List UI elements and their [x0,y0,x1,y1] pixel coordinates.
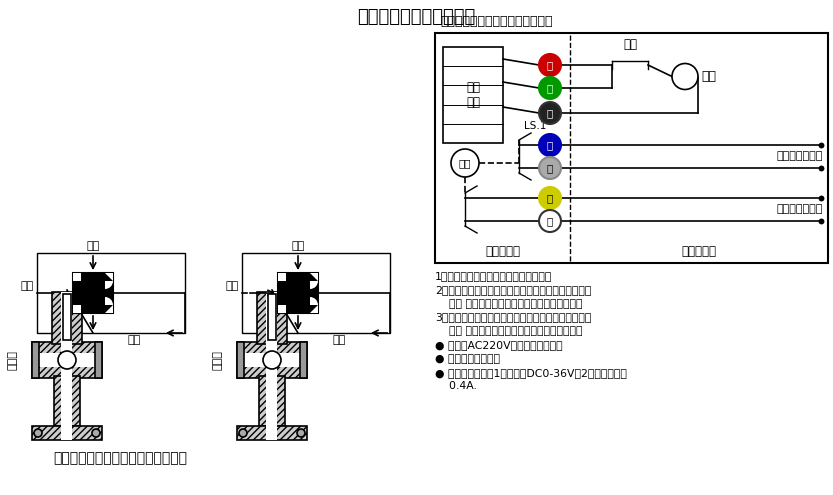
Bar [54,376,80,426]
Polygon shape [73,305,81,313]
Text: 电动四通球阀安装尺寸图: 电动四通球阀安装尺寸图 [357,8,475,26]
Circle shape [672,63,698,90]
Text: 电源: 电源 [701,70,716,83]
Text: 执行器内部: 执行器内部 [485,245,520,258]
Text: 执行器外部: 执行器外部 [681,245,716,258]
Bar [52,292,82,344]
Circle shape [239,429,247,437]
Wedge shape [73,305,81,313]
Bar [63,294,71,340]
Circle shape [539,157,561,179]
Bar [257,292,287,344]
Bar [237,342,307,378]
Bar [242,253,390,333]
Bar [237,342,244,378]
Text: 3、当绿线开关断开，执行器将逆时针转，阀门闭合，: 3、当绿线开关断开，执行器将逆时针转，阀门闭合， [435,312,591,322]
Wedge shape [105,297,113,305]
Circle shape [539,77,561,99]
Text: 控制
电路: 控制 电路 [466,81,480,109]
Wedge shape [310,297,318,305]
Text: 排水: 排水 [226,281,239,291]
Circle shape [92,429,100,437]
Text: 开关: 开关 [623,38,637,51]
Text: 黑: 黑 [547,108,553,118]
Bar [62,426,72,440]
Circle shape [539,102,561,124]
Text: 红: 红 [547,60,553,70]
Text: 排水: 排水 [21,281,34,291]
Bar [435,33,828,263]
Bar [443,47,503,143]
Text: 关阀到位信号线: 关阀到位信号线 [776,204,823,214]
Circle shape [539,187,561,209]
Bar [32,353,102,367]
Polygon shape [105,305,113,313]
Bar [259,376,285,426]
Circle shape [451,149,479,177]
Text: 黄: 黄 [547,193,553,203]
Bar [268,294,276,340]
Polygon shape [73,273,81,281]
Bar [62,292,72,378]
Bar [32,342,102,378]
Text: 进水: 进水 [332,335,346,345]
Bar [32,426,102,440]
Text: 排水: 排水 [127,335,141,345]
Bar [267,292,277,378]
Text: ● 电压：AC220V（电机工作电压）: ● 电压：AC220V（电机工作电压） [435,340,562,350]
Bar [300,342,307,378]
Text: 1、红线、绿线接正极，与黑线接负极。: 1、红线、绿线接正极，与黑线接负极。 [435,271,552,281]
Wedge shape [310,281,318,289]
Text: 灰: 灰 [547,163,553,173]
Polygon shape [310,305,318,313]
Wedge shape [278,305,286,313]
Text: LS.1: LS.1 [524,121,546,131]
Bar [37,253,185,333]
Wedge shape [105,281,113,289]
Bar [237,353,307,367]
Text: 开阀 到位后蓝线和灰线接通，阀门自动停止；: 开阀 到位后蓝线和灰线接通，阀门自动停止； [435,298,582,308]
Text: 电机: 电机 [459,158,471,168]
Text: ● 不得超过电压工作: ● 不得超过电压工作 [435,354,500,364]
Circle shape [539,54,561,76]
Wedge shape [73,273,81,281]
Circle shape [263,351,281,369]
Text: 蓝: 蓝 [547,140,553,150]
Polygon shape [278,305,286,313]
Text: 开阀到位信号线: 开阀到位信号线 [776,151,823,161]
Text: 电动执行器接线图（带位置反馈）: 电动执行器接线图（带位置反馈） [440,15,552,28]
Circle shape [34,429,42,437]
Text: 白: 白 [547,216,553,226]
Bar [95,342,102,378]
Circle shape [539,210,561,232]
Text: 排泥阀: 排泥阀 [8,350,18,370]
Text: 绿: 绿 [547,83,553,93]
Polygon shape [278,273,286,281]
Text: 排泥阀: 排泥阀 [213,350,223,370]
Text: ● 反馈带载能力：1、电压：DC0-36V，2、最大电流为: ● 反馈带载能力：1、电压：DC0-36V，2、最大电流为 [435,368,627,378]
Circle shape [58,351,76,369]
Bar [73,273,113,313]
Text: 进水: 进水 [292,241,305,251]
Polygon shape [105,273,113,281]
Polygon shape [310,273,318,281]
Text: 0.4A.: 0.4A. [435,382,476,392]
Text: 进水: 进水 [87,241,100,251]
Wedge shape [278,273,286,281]
Bar [267,360,277,426]
Text: 2、当绿线开关闭合，执行器将顺时针转，阀门打开，: 2、当绿线开关闭合，执行器将顺时针转，阀门打开， [435,285,591,295]
Bar [267,426,277,440]
Text: 二位四通电动球阀操控排泥阀示意图: 二位四通电动球阀操控排泥阀示意图 [53,451,187,465]
Circle shape [297,429,305,437]
Bar [32,342,39,378]
Circle shape [539,134,561,156]
Bar [278,273,318,313]
Bar [62,360,72,426]
Text: 关阀 到位后黄线和白线接通，阀门自动停止；: 关阀 到位后黄线和白线接通，阀门自动停止； [435,326,582,336]
Bar [237,426,307,440]
